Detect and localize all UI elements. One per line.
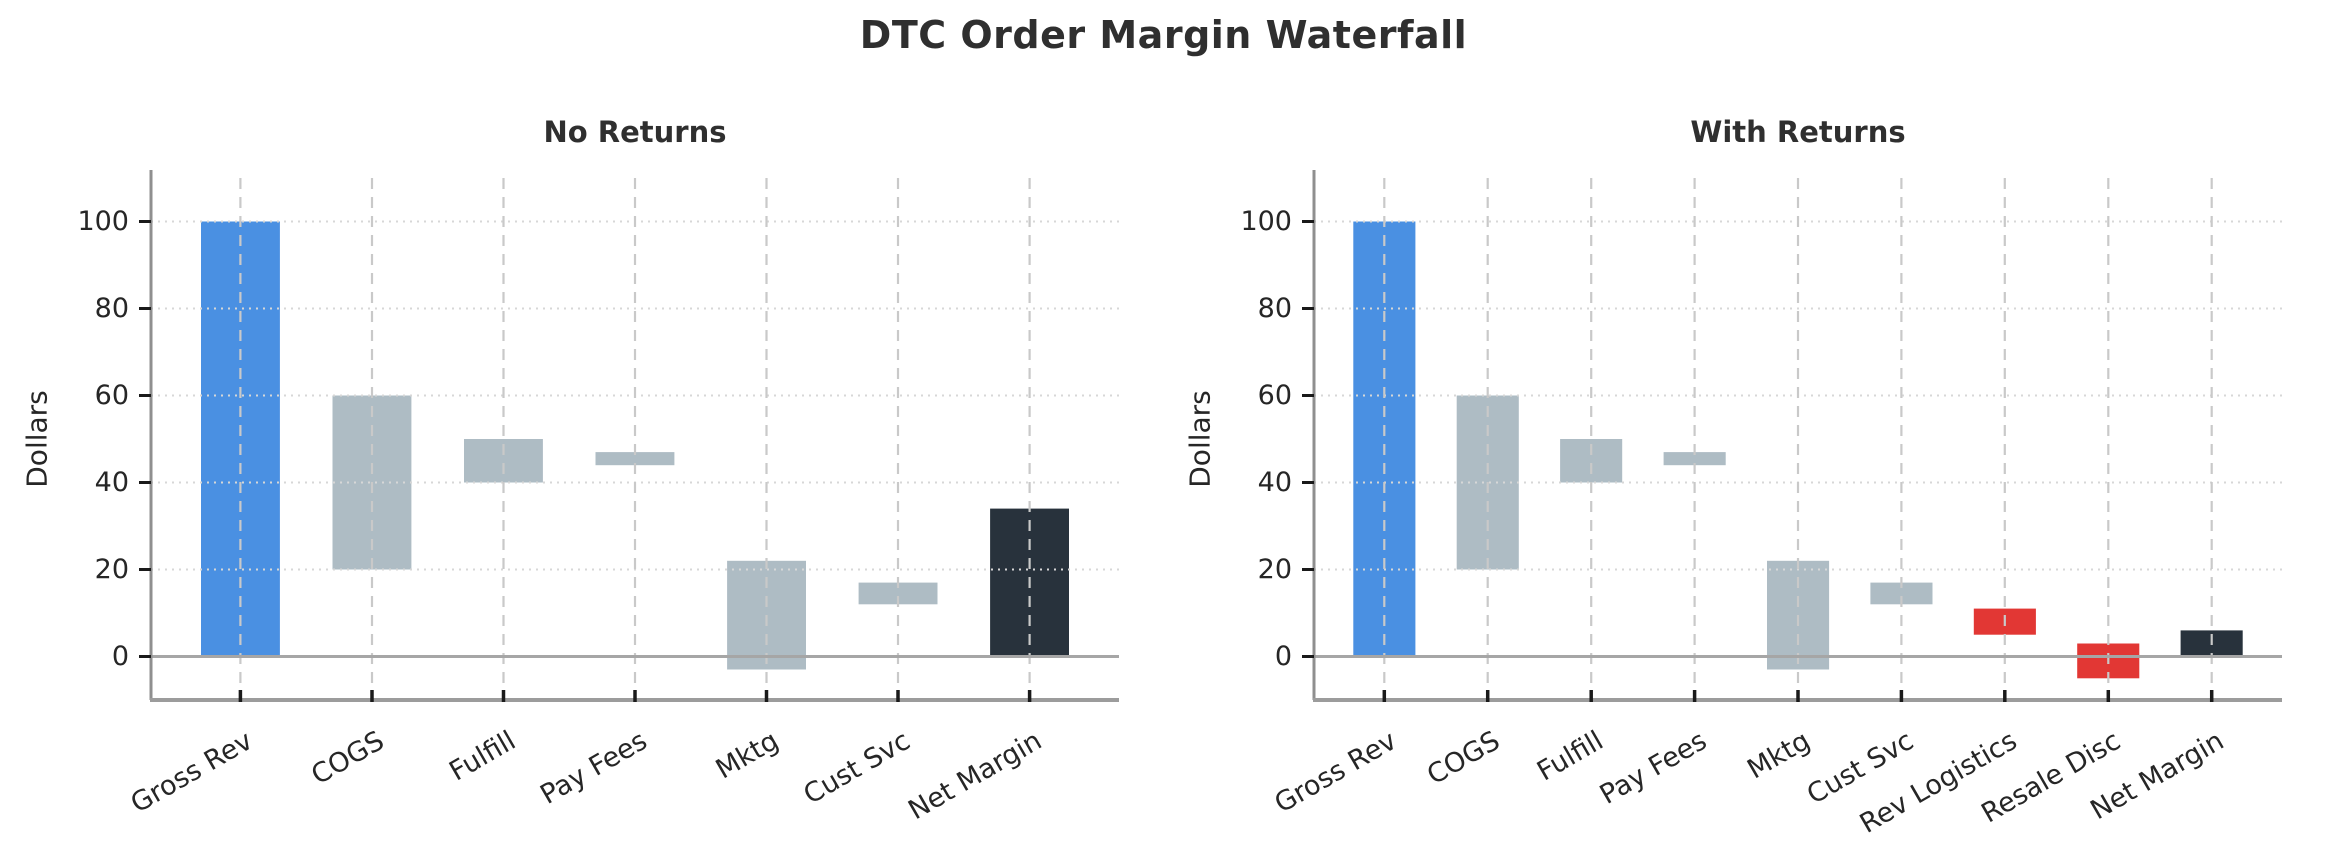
chart-no-returns: 0 20 40 60 80 100 Gross Rev COGS Fulfill Pay Fees… (20, 115, 1119, 826)
y-tick-label: 40 (1257, 467, 1291, 498)
y-tick-label: 20 (1257, 554, 1291, 585)
y-tick-label: 60 (1257, 380, 1291, 411)
bar-pay-fees (595, 451, 674, 465)
x-tick-label: COGS (1422, 725, 1505, 791)
figure-title: DTC Order Margin Waterfall (859, 13, 1468, 57)
y-tick-label: 100 (1240, 206, 1292, 237)
bar-pay-fees (1663, 451, 1726, 465)
bar-gross-rev (200, 221, 280, 657)
x-tick-label: COGS (306, 725, 389, 791)
x-tick-label: Gross Rev (1269, 725, 1401, 819)
x-tick-label: Mktg (1742, 725, 1815, 785)
x-tick-label: Gross Rev (125, 725, 257, 819)
y-tick-label: 60 (94, 380, 128, 411)
y-tick-label: 80 (94, 293, 128, 324)
subplot-title: With Returns (1690, 115, 1905, 149)
y-tick-label: 80 (1257, 293, 1291, 324)
bar-cust-svc (858, 582, 937, 604)
bar-cust-svc (1869, 582, 1932, 604)
x-tick-label: Mktg (710, 725, 783, 785)
y-tick-label: 0 (111, 641, 128, 672)
y-tick-label: 0 (1274, 641, 1291, 672)
y-tick-label: 20 (94, 554, 128, 585)
x-tick-label: Pay Fees (535, 725, 652, 811)
x-tick-label: Fulfill (444, 725, 521, 787)
y-tick-label: 40 (94, 467, 128, 498)
subplot-title: No Returns (543, 115, 726, 149)
x-tick-label: Cust Svc (798, 725, 915, 810)
x-tick-label: Pay Fees (1594, 725, 1711, 811)
y-axis-label: Dollars (1183, 390, 1216, 488)
y-axis-label: Dollars (20, 390, 53, 488)
charts-row: 0 20 40 60 80 100 Gross Rev COGS Fulfill Pay Fees… (0, 90, 2327, 851)
y-tick-label: 100 (77, 206, 129, 237)
bar-gross-rev (1352, 221, 1415, 657)
x-tick-label: Fulfill (1531, 725, 1608, 787)
x-tick-label: Net Margin (903, 725, 1047, 826)
